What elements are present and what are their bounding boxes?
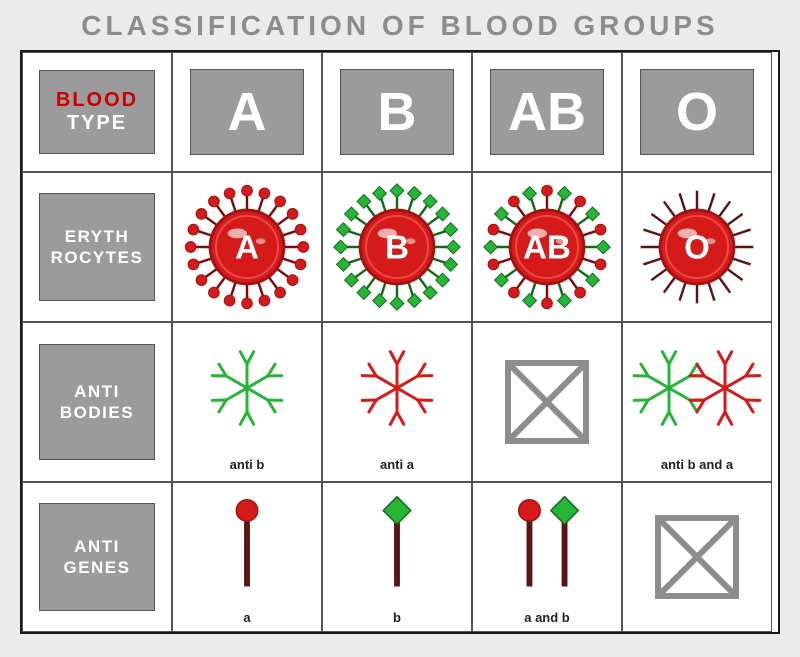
type-o-letter: O — [676, 81, 718, 143]
rowlabel-line2: BODIES — [60, 402, 134, 423]
type-a-letter: A — [227, 81, 266, 143]
svg-text:O: O — [684, 229, 710, 266]
blood-group-grid: BLOOD TYPE A B AB O ERYTH ROCYTES A B — [20, 50, 780, 634]
antibody-ab — [472, 322, 622, 482]
rowlabel-box: ERYTH ROCYTES — [39, 193, 156, 302]
rowlabel-erythrocytes: ERYTH ROCYTES — [22, 172, 172, 322]
rowlabel-line1: ANTI — [74, 536, 120, 557]
rowlabel-box: ANTI BODIES — [39, 344, 156, 461]
type-box: B — [340, 69, 454, 156]
antibody-icon — [327, 333, 467, 453]
erythrocyte-a: A — [172, 172, 322, 322]
antibody-icon — [177, 333, 317, 453]
svg-text:B: B — [385, 229, 409, 266]
antibody-caption: anti a — [380, 457, 414, 472]
antibody-icon — [627, 333, 767, 453]
type-b-letter: B — [377, 81, 416, 143]
antigen-caption: a — [243, 610, 250, 625]
antigen-ab: a and b — [472, 482, 622, 632]
antigen-b: b — [322, 482, 472, 632]
type-box: AB — [490, 69, 604, 156]
erythrocyte-icon: O — [627, 179, 767, 315]
antibody-b: anti a — [322, 322, 472, 482]
antigen-icon — [177, 489, 317, 606]
antibody-a: anti b — [172, 322, 322, 482]
erythrocyte-icon: A — [177, 179, 317, 315]
type-box: O — [640, 69, 754, 156]
rowlabel-box: ANTI GENES — [39, 503, 156, 612]
type-word: TYPE — [67, 112, 127, 135]
rowlabel-line1: ANTI — [74, 381, 120, 402]
rowlabel-line2: ROCYTES — [51, 247, 144, 268]
antigen-icon — [327, 489, 467, 606]
blood-word: BLOOD — [56, 89, 138, 112]
type-ab-letter: AB — [508, 81, 586, 143]
erythrocyte-ab: AB — [472, 172, 622, 322]
antibody-caption: anti b — [230, 457, 265, 472]
chart-title: CLASSIFICATION OF BLOOD GROUPS — [81, 10, 718, 42]
header-type-a: A — [172, 52, 322, 172]
antigen-a: a — [172, 482, 322, 632]
type-box: A — [190, 69, 304, 156]
rowlabel-line2: GENES — [63, 557, 130, 578]
none-icon — [502, 357, 592, 447]
erythrocyte-icon: AB — [477, 179, 617, 315]
rowlabel-line1: ERYTH — [65, 226, 130, 247]
antigen-caption: a and b — [524, 610, 570, 625]
header-rowlabel: BLOOD TYPE — [22, 52, 172, 172]
svg-text:AB: AB — [523, 229, 571, 266]
rowlabel-antigenes: ANTI GENES — [22, 482, 172, 632]
none-icon — [652, 512, 742, 602]
svg-text:A: A — [235, 229, 259, 266]
erythrocyte-b: B — [322, 172, 472, 322]
header-type-ab: AB — [472, 52, 622, 172]
erythrocyte-icon: B — [327, 179, 467, 315]
antibody-caption: anti b and a — [661, 457, 733, 472]
antigen-icon — [477, 489, 617, 606]
header-rowlabel-box: BLOOD TYPE — [39, 70, 156, 155]
header-type-o: O — [622, 52, 772, 172]
header-type-b: B — [322, 52, 472, 172]
antibody-o: anti b and a — [622, 322, 772, 482]
rowlabel-antibodies: ANTI BODIES — [22, 322, 172, 482]
erythrocyte-o: O — [622, 172, 772, 322]
antigen-caption: b — [393, 610, 401, 625]
antigen-o — [622, 482, 772, 632]
